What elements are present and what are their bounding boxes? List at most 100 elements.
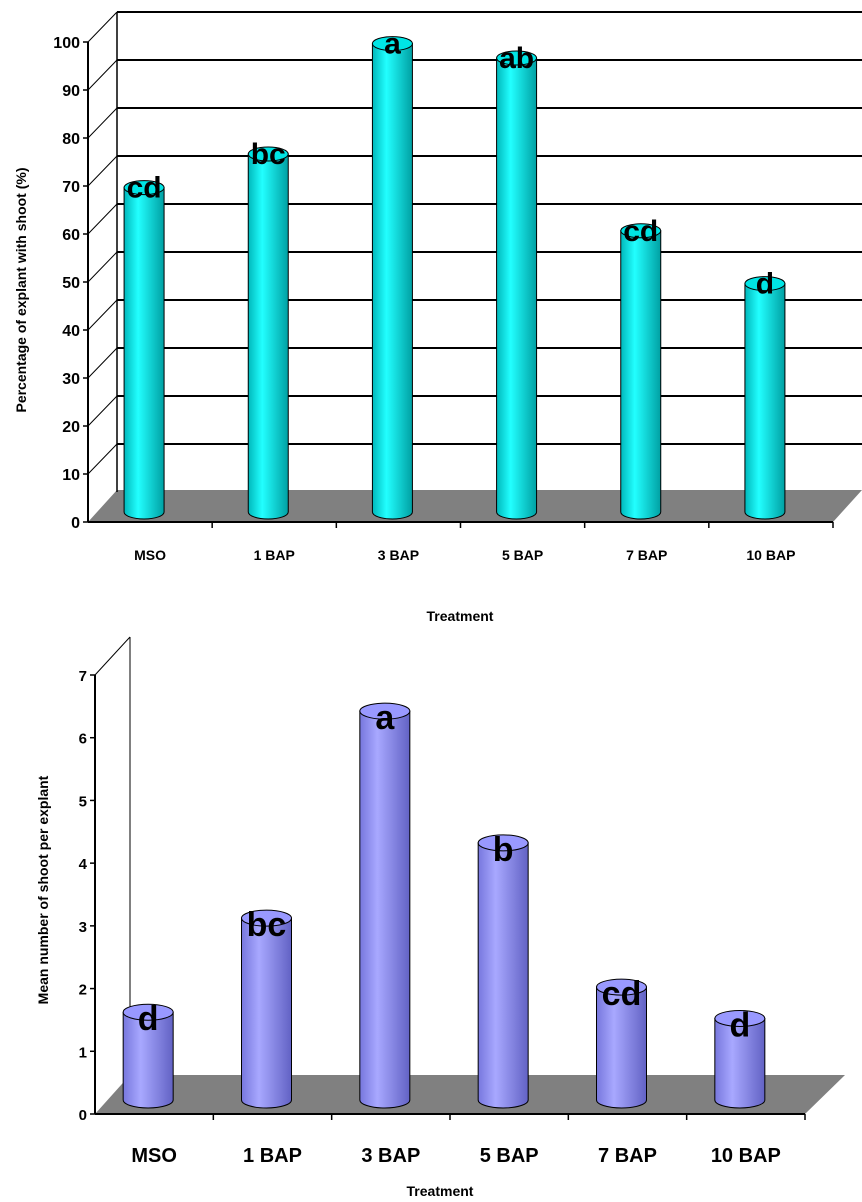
x-tick-label: 10 BAP bbox=[746, 547, 795, 563]
chart-shoots-per-explant: 0 1 2 3 4 5 6 7 d bc a b cd d MSO 1 BAP 3 BAP 5 BAP 7 BA… bbox=[35, 636, 845, 1199]
bar: d bbox=[122, 1000, 174, 1109]
y-tick-label: 10 bbox=[62, 467, 80, 484]
bar-cap bbox=[241, 909, 292, 927]
y-tick-label: 6 bbox=[79, 731, 87, 748]
chart-shoot-percentage: 0 10 20 30 40 50 60 70 80 90 100 cd bc a ab cd d MSO 1 B… bbox=[13, 11, 862, 624]
y-tick-label: 90 bbox=[62, 83, 80, 100]
bar-cap bbox=[122, 1003, 174, 1021]
significance-letter: d bbox=[138, 1000, 159, 1038]
chart1-bars: cd bc a ab cd d bbox=[123, 28, 786, 520]
y-tick-label: 7 bbox=[79, 668, 87, 685]
y-tick-label: 0 bbox=[79, 1107, 87, 1124]
x-tick-label: 5 BAP bbox=[502, 547, 543, 563]
significance-letter: cd bbox=[623, 215, 658, 248]
chart1-axes bbox=[87, 42, 833, 523]
chart1-y-axis-title: Percentage of explant with shoot (%) bbox=[13, 167, 29, 412]
y-tick-label: 70 bbox=[62, 179, 80, 196]
x-tick-label: 1 BAP bbox=[243, 1145, 302, 1167]
chart2-axes bbox=[94, 636, 805, 1115]
gridline-diagonal bbox=[87, 203, 118, 235]
bar: d bbox=[714, 1006, 766, 1109]
bar-body bbox=[596, 986, 647, 1109]
chart2-bars: d bc a b cd d bbox=[122, 699, 766, 1109]
bar: cd bbox=[620, 215, 662, 520]
gridline-diagonal bbox=[87, 395, 118, 427]
bar-body bbox=[496, 57, 538, 520]
x-tick-label: MSO bbox=[131, 1145, 177, 1167]
y-tick-label: 40 bbox=[62, 323, 80, 340]
bar-cap bbox=[744, 276, 786, 292]
x-tick-label: 5 BAP bbox=[480, 1145, 539, 1167]
significance-letter: d bbox=[729, 1006, 750, 1044]
gridline-diagonal bbox=[87, 11, 118, 43]
bar-cap bbox=[477, 834, 529, 852]
x-tick-label: 10 BAP bbox=[711, 1145, 781, 1167]
significance-letter: a bbox=[375, 699, 395, 737]
bar: bc bbox=[241, 906, 292, 1109]
bar-body bbox=[620, 230, 662, 520]
y-tick-label: 2 bbox=[79, 982, 87, 999]
bar-body bbox=[247, 153, 289, 520]
y-tick-label: 80 bbox=[62, 131, 80, 148]
y-tick-label: 20 bbox=[62, 419, 80, 436]
bar-body bbox=[371, 43, 413, 520]
bar: bc bbox=[247, 138, 289, 520]
bar-body bbox=[744, 283, 786, 520]
significance-letter: b bbox=[493, 831, 514, 869]
chart1-x-ticks: MSO 1 BAP 3 BAP 5 BAP 7 BAP 10 BAP bbox=[134, 522, 834, 563]
x-tick-label: 3 BAP bbox=[361, 1145, 420, 1167]
y-tick-label: 50 bbox=[62, 275, 80, 292]
y-tick-label: 60 bbox=[62, 227, 80, 244]
chart2-y-ticks: 0 1 2 3 4 5 6 7 bbox=[79, 668, 95, 1124]
gridline-diagonal bbox=[87, 155, 118, 187]
top-edge bbox=[94, 636, 131, 676]
bar-cap bbox=[359, 702, 411, 720]
bar: cd bbox=[123, 172, 165, 520]
bar-cap bbox=[371, 36, 413, 52]
bar-body bbox=[241, 917, 292, 1109]
chart1-x-axis-title: Treatment bbox=[427, 608, 494, 624]
gridline-diagonal bbox=[87, 299, 118, 331]
bar-cap bbox=[247, 146, 289, 162]
bar-body bbox=[714, 1017, 766, 1109]
x-tick-label: 7 BAP bbox=[626, 547, 667, 563]
y-tick-label: 4 bbox=[79, 856, 88, 873]
bar-body bbox=[122, 1011, 174, 1109]
bar-body bbox=[359, 710, 411, 1109]
bar: a bbox=[359, 699, 411, 1109]
significance-letter: a bbox=[384, 28, 401, 61]
significance-letter: bc bbox=[247, 906, 287, 944]
bar-body bbox=[477, 842, 529, 1109]
gridline-diagonal bbox=[87, 107, 118, 139]
bar: d bbox=[744, 268, 786, 520]
bar: b bbox=[477, 831, 529, 1109]
gridline-diagonal bbox=[87, 443, 118, 475]
x-tick-label: 7 BAP bbox=[598, 1145, 657, 1167]
significance-letter: bc bbox=[251, 138, 286, 171]
gridline-diagonal bbox=[87, 59, 118, 91]
chart1-y-ticks: 0 10 20 30 40 50 60 70 80 90 100 bbox=[53, 35, 88, 532]
y-tick-label: 1 bbox=[79, 1044, 87, 1061]
y-tick-label: 0 bbox=[71, 515, 80, 532]
bar-body bbox=[123, 187, 165, 520]
bar-cap bbox=[496, 50, 538, 66]
bar-cap bbox=[714, 1009, 766, 1027]
significance-letter: cd bbox=[127, 172, 162, 205]
bar-cap bbox=[123, 180, 165, 196]
chart2-y-axis-title: Mean number of shoot per explant bbox=[35, 775, 51, 1004]
y-tick-label: 5 bbox=[79, 793, 87, 810]
significance-letter: cd bbox=[602, 975, 642, 1013]
gridline-diagonal bbox=[87, 251, 118, 283]
bar: cd bbox=[596, 975, 647, 1109]
x-tick-label: 3 BAP bbox=[378, 547, 419, 563]
y-tick-label: 100 bbox=[53, 35, 80, 52]
chart1-gridlines bbox=[87, 11, 862, 492]
gridline-diagonal bbox=[87, 347, 118, 379]
y-tick-label: 30 bbox=[62, 371, 80, 388]
bar: ab bbox=[496, 42, 538, 520]
x-tick-label: 1 BAP bbox=[254, 547, 295, 563]
chart2-x-axis-title: Treatment bbox=[407, 1183, 474, 1199]
x-tick-label: MSO bbox=[134, 547, 166, 563]
y-tick-label: 3 bbox=[79, 919, 87, 936]
